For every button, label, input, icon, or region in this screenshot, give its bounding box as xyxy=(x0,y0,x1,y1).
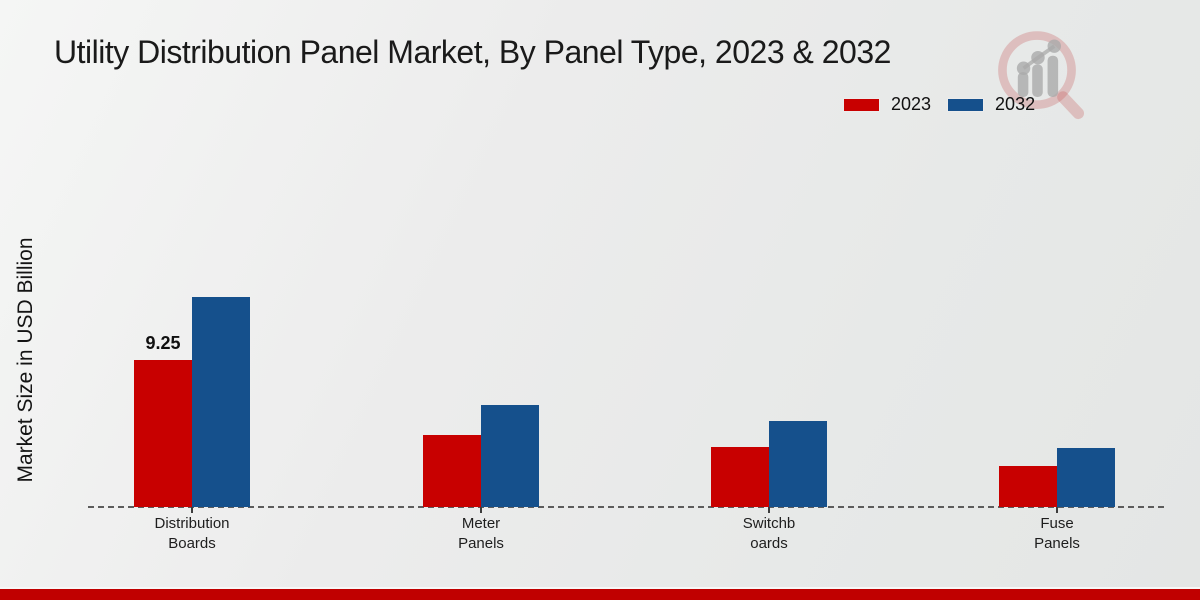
legend: 2023 2032 xyxy=(843,94,1035,115)
legend-swatch-2023 xyxy=(843,97,880,112)
chart-title: Utility Distribution Panel Market, By Pa… xyxy=(54,34,891,70)
legend-item-2023: 2023 xyxy=(843,94,931,115)
legend-item-2032: 2032 xyxy=(947,94,1035,115)
bar-2023-meter-panels xyxy=(423,435,481,507)
category-label-fuse-panels: Fuse Panels xyxy=(1034,515,1080,552)
bar-2032-distribution-boards xyxy=(192,297,250,507)
category-label-distribution-boards: Distribution Boards xyxy=(154,515,230,552)
bar-2032-switchboards xyxy=(769,421,827,507)
y-axis-label: Market Size in USD Billion xyxy=(14,237,37,483)
axis-tick xyxy=(191,507,193,513)
bar-2023-distribution-boards xyxy=(134,360,192,507)
category-label-switchboards: Switchb oards xyxy=(742,515,796,552)
legend-swatch-2032 xyxy=(947,97,985,112)
bar-2023-fuse-panels xyxy=(999,466,1057,507)
legend-label-2032: 2032 xyxy=(995,94,1036,114)
legend-label-2023: 2023 xyxy=(891,94,932,114)
bar-2023-switchboards xyxy=(711,447,769,507)
axis-tick xyxy=(768,507,770,513)
x-axis-baseline xyxy=(88,506,1164,508)
footer-accent-strip xyxy=(0,587,1200,600)
bar-2032-meter-panels xyxy=(481,405,539,507)
axis-tick xyxy=(1056,507,1058,513)
category-label-meter-panels: Meter Panels xyxy=(458,515,504,552)
bar-value-label: 9.25 xyxy=(145,333,181,353)
bar-2032-fuse-panels xyxy=(1057,448,1115,507)
magnifier-bar-chart-logo-icon xyxy=(998,31,1085,120)
axis-tick xyxy=(480,507,482,513)
